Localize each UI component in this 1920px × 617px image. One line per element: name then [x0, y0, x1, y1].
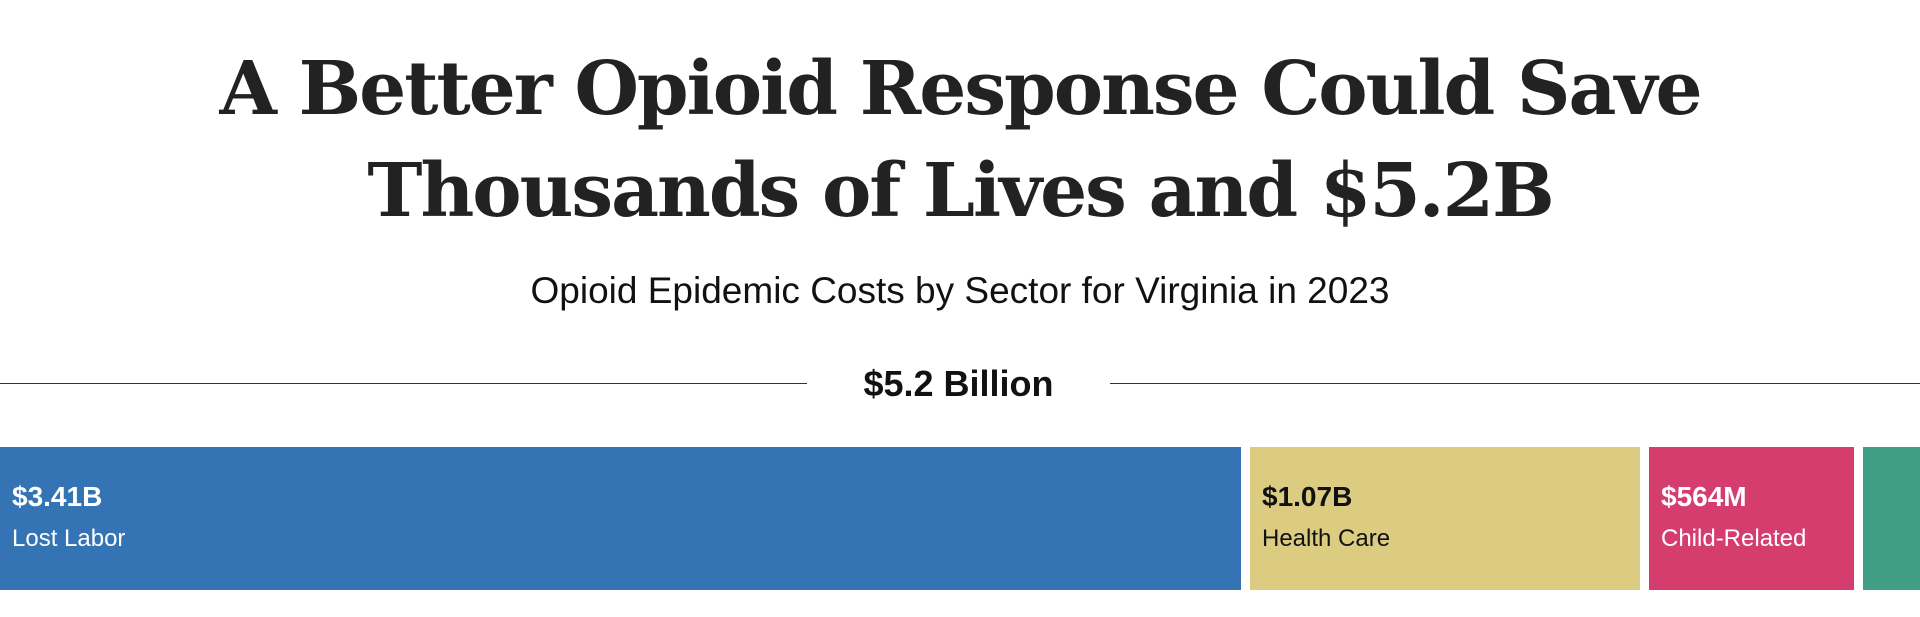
bar-segment-child-related: $564M Child-Related [1649, 447, 1854, 590]
total-row: $5.2 Billion [0, 360, 1920, 408]
bar-segment-label: Health Care [1262, 525, 1391, 552]
total-label: $5.2 Billion [863, 363, 1054, 404]
chart-title-line-1: A Better Opioid Response Could Save [219, 46, 1702, 132]
bar-segment-value: $3.41B [12, 481, 103, 512]
bar-segment-health-care: $1.07B Health Care [1250, 447, 1640, 590]
bar-segment-value: $564M [1661, 481, 1747, 512]
total-rule-right [1110, 383, 1920, 384]
stacked-bar: $3.41B Lost Labor $1.07B Health Care $564M Ch… [0, 447, 1920, 590]
chart-title-line-2: Thousands of Lives and $5.2B [367, 148, 1554, 234]
bar-segment-other [1863, 447, 1920, 590]
chart-title: A Better Opioid Response Could Save Thou… [0, 38, 1920, 242]
total-rule-left [0, 383, 807, 384]
bar-segment-label: Child-Related [1661, 525, 1807, 552]
chart-subtitle: Opioid Epidemic Costs by Sector for Virg… [530, 270, 1390, 311]
bar-segment-value: $1.07B [1262, 481, 1353, 512]
bar-segment-label: Lost Labor [12, 525, 126, 552]
bar-segment-lost-labor: $3.41B Lost Labor [0, 447, 1241, 590]
